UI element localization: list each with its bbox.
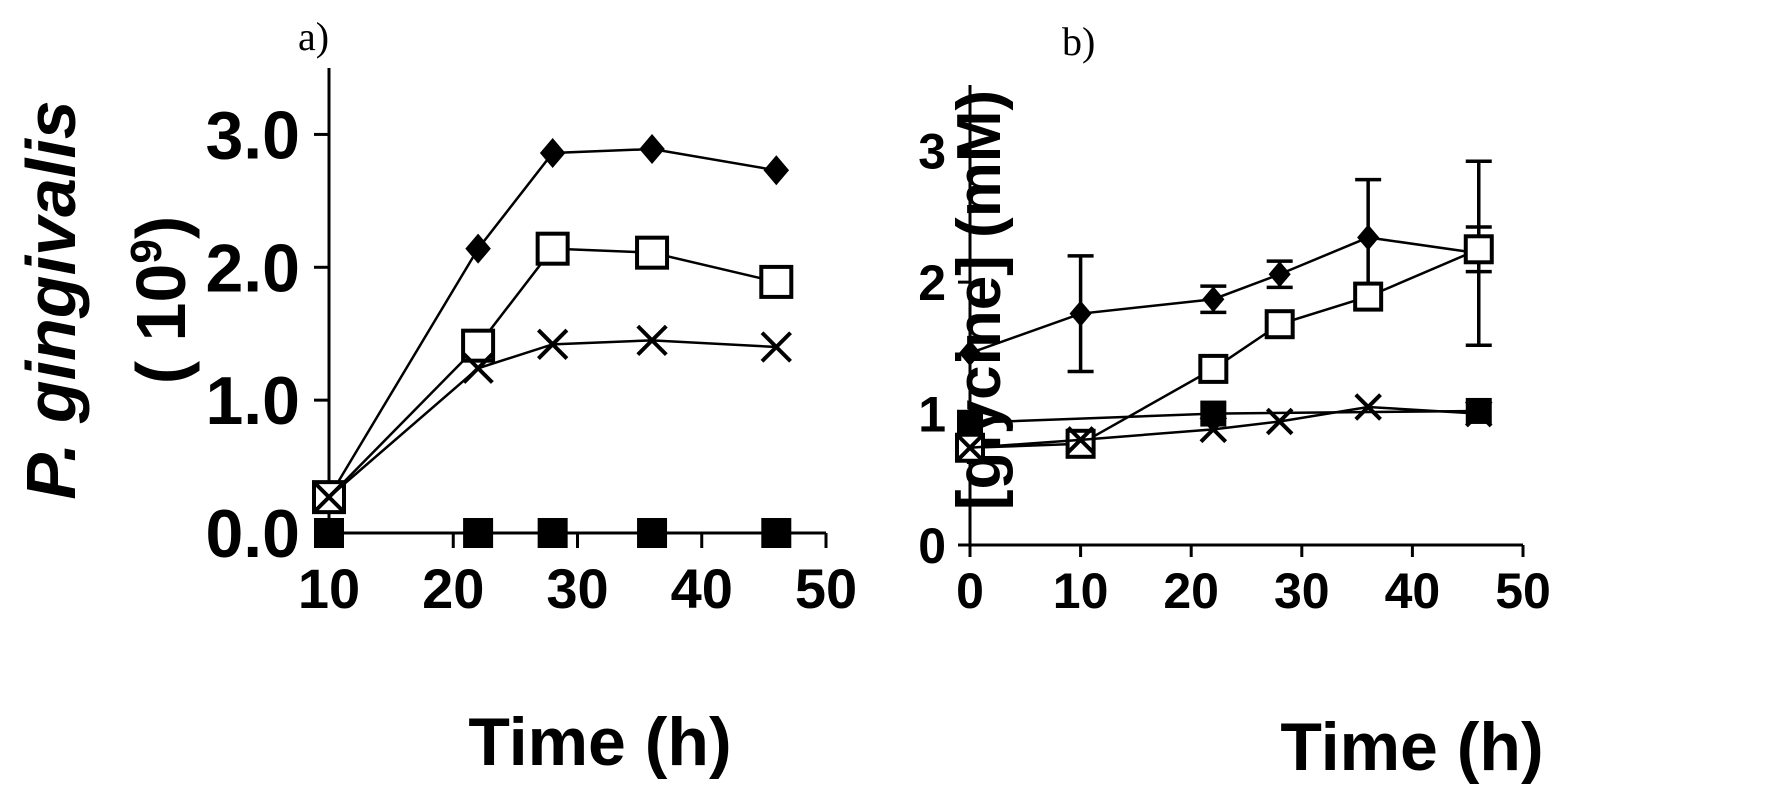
panel-a-y-tick-label: 3.0 <box>205 97 300 173</box>
panel-b-y-tick-label: 1 <box>918 387 946 443</box>
panel-a-y-tick-label: 0.0 <box>205 496 300 572</box>
panel-b-open-square-point <box>1353 281 1384 312</box>
panel-a-filled-square-point <box>314 518 344 548</box>
panel-b-series-diamond <box>958 159 1492 374</box>
panel-b-diamond-point <box>1202 286 1225 313</box>
panel-a-y-axis-label-line2: ( 109) <box>122 216 201 384</box>
panel-a-diamond-point <box>465 233 491 264</box>
panel-a-x-tick-label: 10 <box>298 557 360 620</box>
panel-a-x-tick-label: 30 <box>546 557 608 620</box>
panel-a-cross-point <box>636 324 668 357</box>
panel-b-cross-point <box>1066 426 1095 454</box>
panel-b-x-tick-label: 10 <box>1053 563 1109 619</box>
panel-b-y-tick-label: 2 <box>918 255 946 311</box>
panel-b-open-square-point <box>1198 353 1229 384</box>
panel-a-diamond-point <box>539 138 566 169</box>
panel-a-y-axis-label-open: ( 10 <box>122 264 200 385</box>
panel-b-open-square-point <box>1264 309 1295 340</box>
panel-a-y-axis-label-close: ) <box>122 216 200 239</box>
panel-b-cross-point <box>956 433 984 462</box>
panel-b-filled-square-point <box>1200 400 1227 427</box>
panel-a-x-tick-label: 50 <box>795 557 857 620</box>
panel-b-x-tick-label: 40 <box>1385 563 1441 619</box>
panel-b-cross-point <box>1354 393 1382 421</box>
panel-a-diamond-point <box>639 134 665 165</box>
panel-a-y-tick-label: 2.0 <box>205 230 300 306</box>
panel-a-open-square-point <box>535 231 570 266</box>
panel-b-diamond-point <box>1268 261 1291 288</box>
panel-a-y-axis-label-italic: P. gingivalis <box>12 100 90 499</box>
panel-a-chart: a) P. gingivalis ( 109) Time (h) 0.0 1.0 2… <box>12 14 857 780</box>
panel-a-filled-square-point <box>761 518 792 548</box>
panel-b-x-tick-label: 0 <box>956 563 984 619</box>
panel-a-series-diamond <box>316 134 790 513</box>
panel-a-x-axis-label: Time (h) <box>468 704 731 780</box>
panel-b-open-square-point <box>1065 428 1096 459</box>
panel-b-series <box>955 159 1494 463</box>
panel-a-ticks: 0.0 1.0 2.0 3.0 10 20 30 40 50 <box>205 97 857 620</box>
panel-b-series-line <box>969 248 1480 449</box>
panel-a-open-square-point <box>635 235 670 270</box>
panel-b-y-tick-label: 3 <box>918 124 946 180</box>
panel-a-axes <box>327 68 826 535</box>
panel-b-x-tick-label: 30 <box>1274 563 1330 619</box>
panel-b-filled-square-point <box>1465 397 1492 424</box>
panel-b-x-axis-label: Time (h) <box>1280 709 1543 785</box>
panel-b-label: b) <box>1062 19 1095 64</box>
panel-a-diamond-point <box>763 155 790 186</box>
panel-a-open-square-point <box>759 264 794 299</box>
panel-a-cross-point <box>462 352 494 384</box>
panel-a-series-cross <box>313 324 792 513</box>
panel-b-series-filled-square <box>957 397 1492 436</box>
panel-b-series-line <box>969 405 1479 449</box>
panel-a-filled-square-point <box>637 518 668 548</box>
panel-a-series-open-square <box>312 231 794 515</box>
panel-a-cross-point <box>313 481 345 513</box>
panel-a-x-tick-label: 40 <box>671 557 733 620</box>
panel-a-filled-square-point <box>537 518 568 548</box>
panel-a-series-line <box>328 247 777 499</box>
panel-b-open-square-point <box>1463 234 1494 265</box>
panel-b-series-line <box>969 236 1479 355</box>
panel-a-y-axis-label-sup: 9 <box>122 239 171 263</box>
panel-b-diamond-point <box>958 340 982 367</box>
panel-b-x-tick-label: 20 <box>1163 563 1219 619</box>
panel-a-y-axis-label-line1: P. gingivalis <box>12 100 90 499</box>
panel-b-y-tick-label: 0 <box>918 518 946 574</box>
panel-b-diamond-point <box>1357 224 1380 251</box>
panel-a-series-line <box>328 339 777 499</box>
panel-b-axes <box>968 85 1523 547</box>
panel-a-series-filled-square <box>314 518 792 548</box>
panel-a-label: a) <box>298 14 329 59</box>
panel-b-diamond-point <box>1069 300 1092 327</box>
panel-a-x-tick-label: 20 <box>422 557 484 620</box>
panel-a-series <box>312 134 794 548</box>
panel-a-cross-point <box>760 331 792 363</box>
panel-b-x-tick-label: 50 <box>1495 563 1551 619</box>
panel-a-y-tick-label: 1.0 <box>205 363 300 439</box>
panel-a-cross-point <box>536 328 569 361</box>
panel-b-filled-square-point <box>957 409 983 436</box>
panel-a-filled-square-point <box>463 518 494 548</box>
panel-a-series-line <box>327 147 777 498</box>
